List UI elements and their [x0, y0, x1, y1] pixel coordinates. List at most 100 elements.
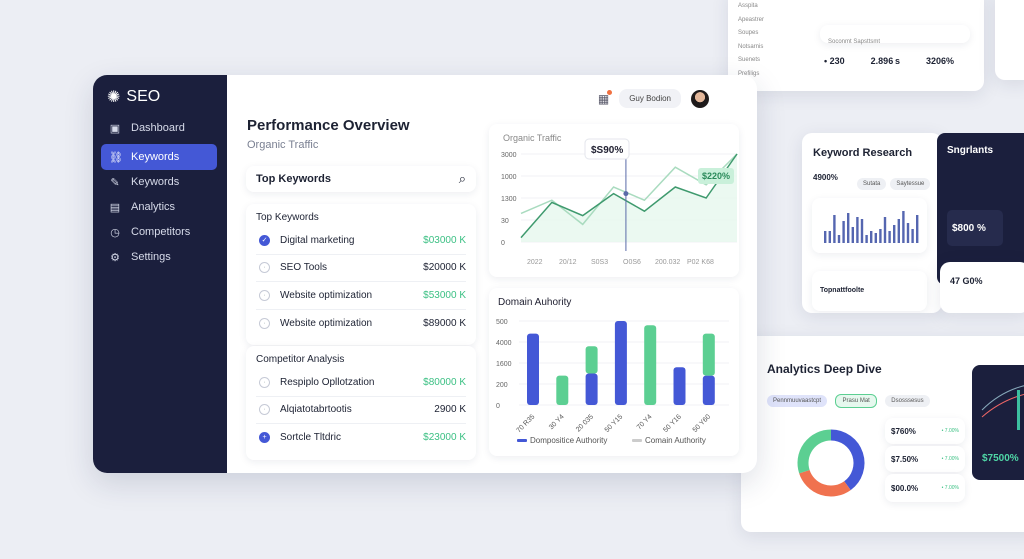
top-card-title: Topnattfoolte	[820, 287, 865, 294]
sidebar-item-keywords[interactable]: ✎ Keywords	[101, 169, 217, 195]
avatar[interactable]	[691, 89, 709, 108]
x-tick-label: 200.032	[655, 259, 680, 266]
sidebar-item-label: Analytics	[131, 201, 176, 213]
bar	[702, 333, 715, 376]
y-tick-label: 1300	[501, 196, 517, 203]
donut-slice	[799, 469, 851, 497]
bg-stat: • 230	[824, 56, 845, 66]
briefcase-icon: ▣	[109, 122, 121, 135]
bar	[614, 321, 627, 405]
analytics-deep-dive-panel: Analytics Deep Dive Pennmuuvaastcpt Pras…	[741, 336, 1024, 532]
status-icon[interactable]: ·	[259, 404, 270, 416]
bar	[644, 325, 657, 405]
topbar: ▦ Guy Bodion	[598, 89, 709, 108]
stat-delta: • 7.00%	[941, 428, 959, 434]
signals-title: Sngrlants	[947, 145, 994, 156]
mini-bar	[897, 219, 900, 243]
bg-menu-item: Asspita	[738, 3, 758, 9]
status-icon[interactable]: ·	[259, 289, 270, 301]
legend-label: Dompositice Authority	[530, 436, 607, 445]
dark-trend-card: $7500%	[972, 365, 1024, 480]
mini-bar	[847, 213, 850, 243]
x-tick-label: 30 Y4	[548, 413, 566, 431]
keyword-value: $89000 K	[423, 317, 466, 329]
sidebar-item-competitors[interactable]: ◷ Competitors	[101, 219, 217, 245]
keyword-value: 2900 K	[434, 404, 466, 416]
logo: ✺ SEO	[107, 87, 160, 107]
donut-slice	[797, 429, 832, 474]
list-item[interactable]: · Respiplo Opllotzation $80000 K	[256, 369, 466, 397]
bg-stat: 3206%	[926, 56, 955, 66]
list-item[interactable]: ✓ Digital marketing $03000 K	[256, 227, 466, 255]
keyword-value: $80000 K	[423, 376, 466, 388]
x-tick-label: S0S3	[591, 259, 608, 266]
value-badge	[698, 168, 734, 184]
keyword-research-stat: 4900%	[813, 173, 838, 182]
bar	[556, 375, 569, 405]
y-tick-label: 1000	[501, 174, 517, 181]
series-line	[520, 153, 738, 239]
donut-slice	[830, 429, 865, 491]
sidebar-item-settings[interactable]: ⚙ Settings	[101, 244, 217, 270]
donut-chart	[797, 429, 865, 497]
gear-icon: ⚙	[110, 251, 120, 264]
search-label: Top Keywords	[256, 173, 331, 185]
page-subtitle: Organic Traffic	[247, 139, 319, 151]
bar	[527, 333, 539, 405]
mini-bar	[860, 219, 864, 243]
notification-icon[interactable]: ▦	[598, 89, 613, 106]
keyword-name: Website optimization	[280, 317, 373, 329]
window-icon: ▤	[109, 201, 121, 214]
status-icon[interactable]: ·	[259, 262, 270, 274]
mini-bar	[842, 221, 845, 243]
keyword-name: SEO Tools	[280, 262, 328, 274]
sidebar-item-keywords[interactable]: ⛓ Keywords	[101, 144, 217, 170]
dark-value: $7500%	[982, 453, 1019, 464]
keyword-mini-bars	[812, 198, 927, 253]
legend-label: Comain Authority	[645, 436, 706, 445]
sidebar-item-dashboard[interactable]: ▣ Dashboard	[101, 115, 217, 141]
stat-value: $00.0%	[891, 483, 919, 493]
logo-icon: ✺	[107, 89, 121, 106]
tooltip	[584, 138, 630, 160]
list-item[interactable]: · Alqiatotabrtootis 2900 K	[256, 397, 466, 424]
list-item[interactable]: · Website optimization $53000 K	[256, 282, 466, 310]
mini-bar	[837, 235, 841, 243]
list-item[interactable]: + Sortcle Tltdric $23000 K	[256, 424, 466, 452]
list-item[interactable]: · SEO Tools $20000 K	[256, 255, 466, 282]
list-item[interactable]: · Website optimization $89000 K	[256, 310, 466, 338]
bar	[585, 373, 598, 405]
check-icon[interactable]: ✓	[259, 234, 270, 246]
timer-icon: ◷	[110, 226, 120, 239]
y-tick-label: 4000	[496, 340, 512, 347]
mini-bar	[865, 235, 868, 243]
stat-delta: • 7.00%	[941, 456, 959, 462]
chip[interactable]: Pennmuuvaastcpt	[767, 395, 828, 407]
sidebar-item-label: Settings	[131, 251, 171, 263]
status-icon[interactable]: ·	[259, 317, 270, 329]
organic-traffic-card: Organic Traffic 0 30 1300 1000 3000 2022 20/12 S…	[489, 124, 739, 277]
chip[interactable]: Sutata	[857, 178, 887, 190]
stat-card: $00.0% • 7.00%	[885, 474, 965, 502]
top-keywords-card: Top Keywords ✓ Digital marketing $03000 K ·…	[246, 204, 476, 345]
deep-dive-stats: $760% • 7.00% $7.50% • 7.00% $00.0% • 7.00%	[885, 418, 965, 502]
chip[interactable]: Dsosssesus	[885, 395, 930, 407]
card-title: Top Keywords	[256, 212, 319, 223]
search-icon[interactable]: ⌕	[458, 171, 466, 186]
bg-menu-item: Suenets	[738, 57, 761, 63]
sidebar-item-analytics[interactable]: ▤ Analytics	[101, 194, 217, 220]
signals-value: $800 %	[947, 210, 1003, 246]
keyword-search[interactable]: Top Keywords ⌕	[246, 166, 476, 192]
chip[interactable]: Prasu Mat	[835, 394, 877, 408]
stat-delta: • 7.00%	[941, 485, 959, 491]
user-name[interactable]: Guy Bodion	[619, 89, 681, 108]
mini-bar	[902, 211, 905, 243]
mini-bar	[870, 231, 873, 243]
status-icon[interactable]: ·	[259, 376, 270, 388]
keyword-value: $03000 K	[423, 234, 466, 246]
mini-bar	[883, 217, 887, 243]
y-tick-label: 30	[501, 218, 509, 225]
y-tick-label: 200	[496, 382, 508, 389]
chip[interactable]: Saytessue	[890, 178, 931, 190]
plus-icon[interactable]: +	[259, 432, 270, 444]
